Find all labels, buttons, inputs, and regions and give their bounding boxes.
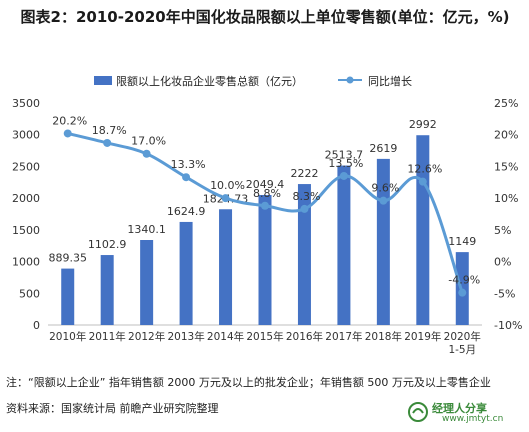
bar	[219, 209, 233, 325]
bar-value-label: 889.35	[48, 252, 87, 265]
growth-point	[418, 177, 427, 186]
y-right-tick-label: 5%	[494, 224, 511, 237]
legend-bar-label: 限额以上化妆品企业零售总额（亿元）	[116, 74, 303, 88]
growth-point	[379, 196, 388, 205]
growth-line	[67, 131, 464, 294]
growth-point	[182, 173, 191, 182]
bar-value-label: 2992	[409, 118, 437, 131]
y-left-tick-label: 3000	[12, 129, 40, 142]
bar	[258, 195, 272, 325]
y-left-tick-label: 2500	[12, 160, 40, 173]
growth-value-label: 18.7%	[92, 124, 127, 137]
y-right-tick-label: -5%	[494, 287, 515, 300]
bar	[337, 165, 351, 325]
x-tick-label: 2012年	[128, 330, 165, 343]
bar-value-label: 2222	[290, 167, 318, 180]
growth-value-label: 10.0%	[210, 179, 245, 192]
y-right-tick-label: 20%	[494, 129, 518, 142]
growth-value-label: 17.0%	[131, 135, 166, 148]
growth-point	[458, 288, 467, 297]
y-right-tick-label: 15%	[494, 160, 518, 173]
y-left-tick-label: 0	[33, 319, 40, 332]
growth-point	[300, 204, 309, 213]
growth-value-label: 20.2%	[52, 114, 87, 127]
bar-value-label: 1624.9	[167, 205, 206, 218]
chart-title: 图表2：2010-2020年中国化妆品限额以上单位零售额(单位：亿元，%)	[20, 8, 510, 26]
x-tick-label: 2010年	[49, 330, 86, 343]
x-tick-label: 2011年	[89, 330, 126, 343]
y-left-tick-label: 3500	[12, 97, 40, 110]
y-left-tick-label: 2000	[12, 192, 40, 205]
growth-point	[339, 171, 348, 180]
bar	[140, 239, 154, 325]
growth-value-label: 12.6%	[407, 163, 442, 176]
bar-value-label: 2619	[369, 142, 397, 155]
y-right-tick-label: 0%	[494, 256, 511, 269]
y-left-tick-label: 500	[19, 287, 40, 300]
site-watermark: 经理人分享 www.jmtyt.cn	[408, 400, 526, 428]
bar-value-label: 1102.9	[88, 238, 127, 251]
y-left-tick-label: 1500	[12, 224, 40, 237]
growth-point	[261, 201, 269, 210]
site-url: www.jmtyt.cn	[442, 414, 504, 424]
growth-value-label: 13.3%	[171, 158, 206, 171]
x-tick-label: 2014年	[207, 330, 244, 343]
growth-point	[63, 129, 72, 138]
combo-chart: 限额以上化妆品企业零售总额（亿元） 同比增长 0 500 1000 1500 2000 250…	[12, 74, 522, 356]
site-name: 经理人分享	[432, 402, 487, 415]
footnote: 注：“限额以上企业” 指年销售额 2000 万元及以上的批发企业；年销售额 50…	[6, 376, 491, 389]
x-tick-label: 2018年	[365, 330, 402, 343]
bar-value-label: 2049.4	[246, 178, 285, 191]
x-tick-label: 2017年	[325, 330, 362, 343]
growth-value-label: 13.5%	[328, 157, 363, 170]
growth-value-label: 8.3%	[292, 190, 320, 203]
legend-line-label: 同比增长	[368, 74, 412, 88]
y-right-tick-label: 10%	[494, 192, 518, 205]
growth-value-label: 8.8%	[253, 187, 281, 200]
bar-value-label: 1149	[448, 235, 476, 248]
legend-line-marker	[346, 76, 354, 84]
source-text: 资料来源：国家统计局 前瞻产业研究院整理	[6, 402, 219, 415]
x-tick-label: 2013年	[167, 330, 204, 343]
growth-point	[142, 149, 151, 158]
x-tick-label: 1-5月	[448, 344, 476, 356]
x-tick-label: 2016年	[286, 330, 323, 343]
x-tick-label: 2019年	[404, 330, 441, 343]
growth-point	[103, 138, 112, 147]
y-right-tick-label: 25%	[494, 97, 518, 110]
brand-logo-icon	[408, 402, 428, 422]
legend-bar-swatch	[94, 76, 112, 85]
bar-value-label: 2513.7	[325, 149, 364, 162]
x-tick-label: 2020年	[444, 330, 481, 343]
growth-point	[221, 194, 230, 203]
bar	[297, 184, 311, 325]
x-tick-label: 2015年	[246, 330, 283, 343]
growth-value-label: 9.6%	[371, 182, 399, 195]
y-right-tick-label: -10%	[494, 319, 522, 332]
growth-value-label: -4.9%	[448, 274, 480, 287]
bar	[100, 255, 114, 325]
bar	[61, 268, 75, 325]
bar	[179, 221, 193, 325]
bar-value-label: 1340.1	[127, 223, 166, 236]
y-left-tick-label: 1000	[12, 256, 40, 269]
